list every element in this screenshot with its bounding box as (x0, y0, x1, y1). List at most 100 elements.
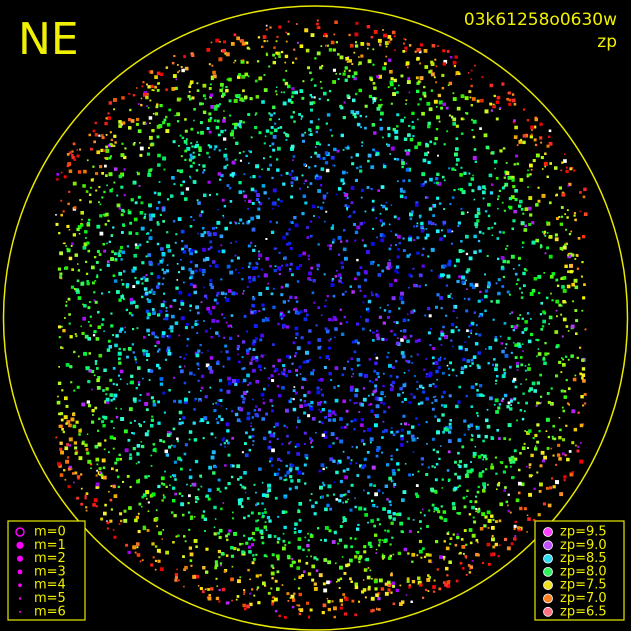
star (134, 419, 136, 422)
star (566, 402, 569, 405)
star (184, 397, 188, 402)
star (166, 264, 169, 266)
star (561, 285, 565, 289)
star (309, 133, 313, 136)
star (248, 381, 252, 385)
star (192, 151, 195, 154)
star (249, 176, 252, 179)
star (317, 216, 320, 219)
star (148, 116, 153, 120)
star (225, 321, 228, 324)
star (210, 41, 213, 44)
star (303, 163, 306, 166)
star (125, 283, 130, 287)
star (344, 290, 347, 293)
star (320, 45, 323, 47)
star (142, 349, 146, 353)
star (556, 453, 561, 457)
star (400, 443, 404, 447)
star (416, 89, 420, 94)
star (357, 285, 361, 289)
star (487, 518, 492, 523)
star (370, 242, 375, 246)
star (73, 481, 75, 484)
star (118, 329, 123, 333)
star (359, 169, 363, 173)
star (535, 153, 540, 158)
star (397, 393, 401, 397)
star (375, 404, 380, 409)
star (189, 251, 193, 256)
star (435, 463, 439, 466)
star (363, 294, 367, 298)
star (303, 309, 307, 313)
star (400, 74, 404, 78)
star (559, 492, 564, 497)
star (554, 237, 559, 242)
star (341, 373, 345, 377)
star (416, 225, 419, 228)
star (251, 537, 254, 540)
star (359, 464, 363, 468)
star (425, 357, 428, 360)
star (186, 146, 191, 151)
star (458, 385, 461, 389)
star (406, 313, 409, 316)
star (394, 49, 396, 51)
star (461, 275, 466, 280)
star (112, 447, 115, 450)
star (508, 98, 512, 102)
star (528, 466, 531, 469)
star (476, 99, 480, 103)
star (224, 344, 228, 348)
star (466, 495, 468, 498)
star (456, 279, 460, 284)
star (520, 363, 524, 367)
star (242, 121, 245, 124)
star (564, 243, 567, 246)
star (387, 40, 391, 44)
star (327, 143, 330, 147)
star (101, 134, 104, 137)
star (186, 483, 188, 486)
star (560, 389, 564, 393)
star (484, 210, 488, 213)
star (414, 339, 418, 343)
star (432, 383, 435, 386)
star (474, 446, 477, 448)
star (516, 278, 520, 282)
star (455, 124, 459, 128)
star (345, 197, 348, 200)
star (142, 526, 147, 531)
star (227, 453, 231, 457)
star (412, 395, 416, 399)
star (332, 48, 336, 52)
star (134, 358, 137, 361)
star (300, 530, 303, 532)
star (275, 86, 278, 88)
star (99, 268, 102, 271)
star (251, 227, 256, 232)
star (512, 120, 516, 124)
star (118, 357, 121, 361)
star (111, 467, 114, 471)
star (433, 181, 436, 184)
star (412, 135, 415, 138)
star (473, 520, 477, 524)
star (307, 414, 311, 418)
star (146, 392, 150, 396)
star (342, 72, 346, 76)
star (88, 352, 91, 355)
star (276, 51, 281, 56)
star (471, 435, 474, 437)
star (345, 409, 349, 413)
star (276, 587, 280, 591)
star (522, 134, 527, 138)
star (307, 390, 311, 395)
star (402, 318, 407, 323)
star (223, 570, 227, 573)
star (71, 268, 74, 271)
star (68, 465, 72, 470)
star (121, 250, 126, 254)
star (416, 47, 421, 52)
